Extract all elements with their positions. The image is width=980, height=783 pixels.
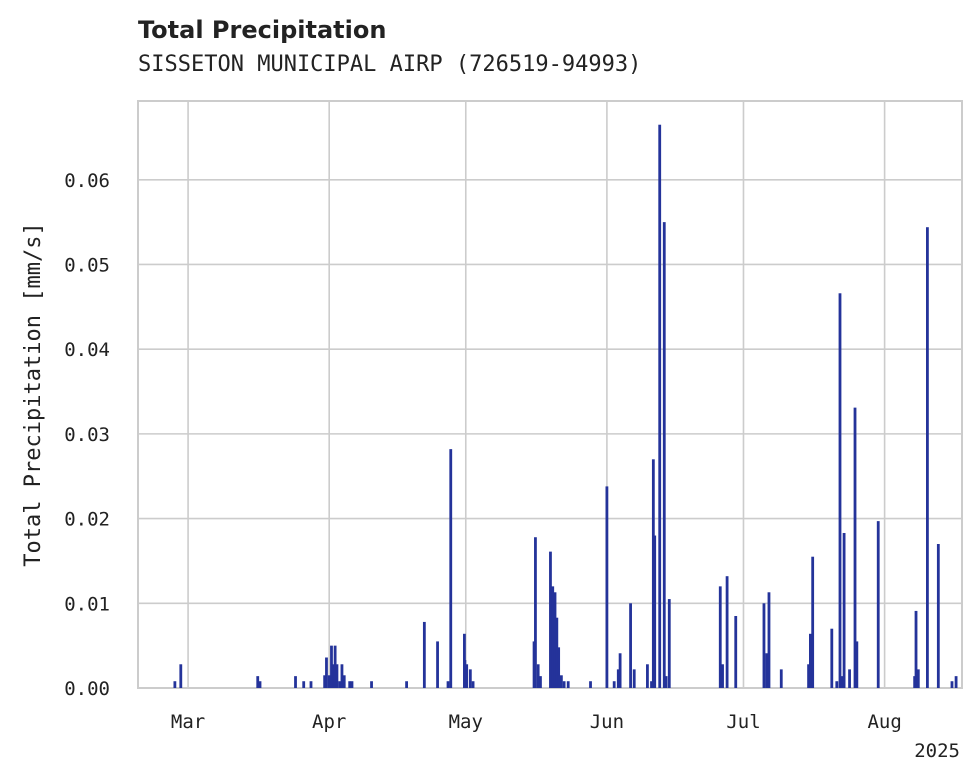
y-tick-label: 0.06: [64, 170, 110, 192]
precipitation-bar: [436, 641, 439, 688]
precipitation-bar: [914, 610, 918, 688]
precipitation-bar: [553, 592, 557, 688]
y-tick-label: 0.05: [64, 254, 110, 276]
precipitation-bar: [658, 124, 662, 689]
precipitation-bar: [632, 669, 636, 688]
x-tick-label: Apr: [312, 711, 346, 733]
precipitation-bar: [646, 664, 649, 688]
precipitation-bar: [335, 664, 339, 688]
precipitation-bar: [338, 681, 342, 688]
precipitation-bar: [330, 645, 333, 688]
y-tick-label: 0.01: [64, 593, 110, 615]
precipitation-bar: [566, 681, 570, 688]
precipitation-bar: [471, 681, 475, 688]
precipitation-bar: [762, 603, 766, 688]
y-axis-label: Total Precipitation [mm/s]: [21, 222, 46, 566]
precipitation-bar: [936, 544, 940, 688]
precipitation-bar: [549, 551, 552, 688]
precipitation-bar: [302, 681, 306, 688]
precipitation-bar: [725, 576, 729, 688]
precipitation-bar: [468, 669, 472, 688]
precipitation-bar: [562, 681, 566, 688]
precipitation-bar: [807, 664, 810, 688]
precipitation-bar: [536, 664, 540, 688]
precipitation-bar: [446, 681, 450, 688]
precipitation-bar: [539, 676, 542, 688]
precipitation-bar: [926, 227, 929, 688]
y-tick-label: 0.02: [64, 509, 110, 531]
y-tick-label: 0.00: [64, 678, 110, 700]
precipitation-bar: [664, 676, 668, 688]
x-tick-label: Jun: [590, 711, 624, 733]
chart-subtitle: SISSETON MUNICIPAL AIRP (726519-94993): [138, 52, 642, 77]
precipitation-bar: [555, 617, 559, 688]
y-tick-label: 0.04: [64, 339, 110, 361]
precipitation-bar: [876, 521, 880, 688]
precipitation-bar: [612, 681, 616, 688]
precipitation-bar: [294, 676, 297, 688]
precipitation-bar: [811, 556, 815, 688]
precipitation-bar: [325, 657, 328, 688]
precipitation-bar: [465, 664, 469, 688]
precipitation-bar: [779, 669, 783, 688]
precipitation-bar: [653, 535, 657, 688]
precipitation-bar: [179, 664, 183, 688]
bar-series: [173, 124, 958, 689]
x-tick-label: Jul: [726, 711, 760, 733]
precipitation-bar: [551, 586, 555, 688]
precipitation-bar: [463, 660, 467, 688]
precipitation-bar: [855, 641, 859, 688]
precipitation-bar: [950, 681, 954, 688]
precipitation-bar: [589, 681, 592, 688]
precipitation-bar: [370, 681, 373, 688]
precipitation-bar: [616, 669, 620, 688]
precipitation-bar: [605, 486, 609, 688]
precipitation-bar: [258, 681, 262, 688]
precipitation-bar: [618, 653, 622, 688]
precipitation-bar: [405, 681, 408, 688]
precipitation-bar: [840, 676, 844, 688]
y-tick-label: 0.03: [64, 424, 110, 446]
precipitation-bar: [422, 621, 426, 688]
precipitation-bar: [734, 616, 738, 688]
precipitation-bar: [348, 681, 352, 688]
precipitation-bar: [340, 664, 344, 688]
x-tick-label: Mar: [171, 711, 205, 733]
precipitation-bar: [559, 675, 563, 688]
precipitation-bar: [173, 681, 177, 688]
precipitation-bar: [350, 681, 354, 688]
precipitation-bar: [853, 407, 857, 688]
precipitation-bar: [765, 653, 769, 688]
precipitation-bar: [662, 222, 666, 688]
chart-title: Total Precipitation: [138, 16, 387, 44]
x-tick-label: May: [449, 711, 483, 733]
x-tick-label: Aug: [867, 711, 901, 733]
precipitation-bar: [342, 675, 346, 688]
precipitation-bar: [848, 669, 851, 688]
precipitation-bar: [309, 681, 313, 688]
precipitation-bar: [256, 676, 260, 688]
precipitation-bar: [842, 532, 846, 688]
precipitation-bar: [629, 603, 632, 688]
precipitation-bar: [650, 681, 653, 688]
precipitation-bar: [667, 599, 671, 688]
precipitation-bar: [718, 586, 722, 688]
precipitation-bar: [557, 647, 561, 688]
precipitation-bar: [449, 449, 453, 688]
precipitation-bar: [809, 633, 812, 688]
axis-ticks: Mar Apr May Jun Jul Aug 0.00 0.01 0.02 0.03 0.04 0.…: [64, 170, 902, 733]
precipitation-bar: [835, 681, 839, 688]
precipitation-bar: [327, 675, 331, 688]
precipitation-bar: [916, 669, 920, 688]
precipitation-bar: [323, 675, 327, 688]
precipitation-bar: [721, 664, 724, 688]
precipitation-bar: [830, 628, 834, 688]
x-axis-year-label: 2025: [914, 740, 960, 762]
precipitation-bar: [838, 293, 842, 688]
precipitation-bar: [954, 676, 958, 688]
precipitation-bar: [767, 592, 771, 688]
precipitation-bar: [333, 645, 337, 688]
precipitation-bar: [534, 537, 537, 688]
